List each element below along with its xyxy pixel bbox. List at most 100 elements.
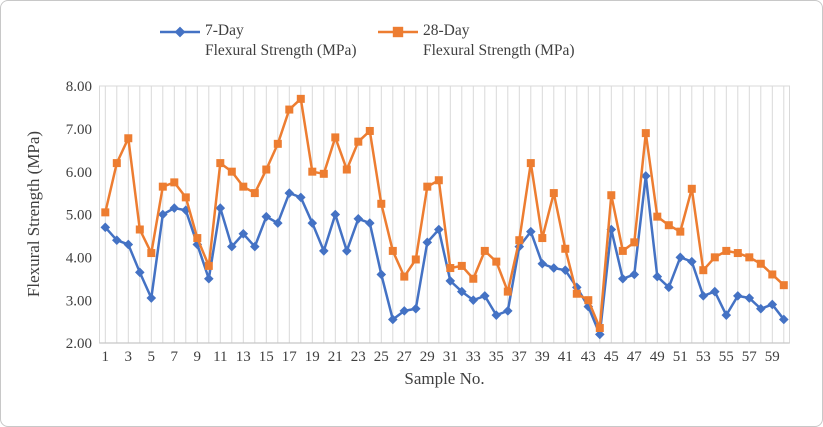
x-tick-label: 11 xyxy=(213,349,227,365)
data-point-square xyxy=(526,159,535,168)
data-point-diamond xyxy=(261,211,272,222)
y-tick-label: 2.00 xyxy=(66,336,92,352)
y-tick-label: 6.00 xyxy=(66,165,92,181)
y-tick-labels: 2.00 3.00 4.00 5.00 6.00 7.00 8.00 xyxy=(66,79,92,352)
data-point-diamond xyxy=(146,293,157,303)
data-point-diamond xyxy=(100,222,111,233)
data-point-square xyxy=(285,105,294,114)
data-point-square xyxy=(595,324,604,333)
data-point-diamond xyxy=(595,329,605,340)
data-point-square xyxy=(641,129,650,138)
data-point-diamond xyxy=(434,224,444,235)
data-point-square xyxy=(538,234,547,243)
x-tick-label: 7 xyxy=(171,349,179,365)
data-point-square xyxy=(308,167,317,176)
x-tick-label: 27 xyxy=(397,349,413,365)
data-point-square xyxy=(779,281,788,290)
data-point-square xyxy=(515,236,524,245)
data-point-square xyxy=(733,249,742,258)
legend-sublabel: Flexural Strength (MPa) xyxy=(205,42,357,59)
data-point-square xyxy=(331,133,340,142)
data-point-diamond xyxy=(342,246,352,256)
data-point-diamond xyxy=(629,269,640,280)
x-tick-label: 15 xyxy=(259,349,274,365)
data-point-square xyxy=(653,212,662,221)
x-axis-title: Sample No. xyxy=(404,369,485,388)
data-point-diamond xyxy=(549,263,559,273)
data-point-square xyxy=(388,246,397,255)
data-point-diamond xyxy=(526,226,536,237)
x-tick-label: 31 xyxy=(443,349,458,365)
legend-item-7day: 7-Day Flexural Strength (MPa) xyxy=(159,21,357,61)
x-tick-label: 43 xyxy=(581,349,596,365)
x-tick-label: 53 xyxy=(696,349,711,365)
y-tick-label: 4.00 xyxy=(66,251,92,267)
data-point-square xyxy=(676,227,685,236)
data-point-diamond xyxy=(457,286,467,297)
data-point-diamond xyxy=(307,218,318,228)
data-point-square xyxy=(756,259,765,268)
data-point-diamond xyxy=(227,241,237,252)
data-point-square xyxy=(124,134,133,143)
data-point-diamond xyxy=(112,235,122,245)
data-point-square xyxy=(204,261,213,270)
x-tick-label: 45 xyxy=(604,349,619,365)
data-point-square xyxy=(227,167,236,176)
data-point-diamond xyxy=(399,306,410,316)
legend-text-7day: 7-Day Flexural Strength (MPa) xyxy=(205,21,357,61)
data-point-square xyxy=(181,193,190,202)
data-point-square xyxy=(434,176,443,185)
y-tick-label: 3.00 xyxy=(66,293,92,309)
data-point-diamond xyxy=(204,273,214,284)
x-tick-label: 55 xyxy=(719,349,734,365)
legend-text-28day: 28-Day Flexural Strength (MPa) xyxy=(423,21,575,61)
data-point-diamond xyxy=(480,291,490,301)
data-point-square xyxy=(170,178,179,187)
data-point-diamond xyxy=(123,239,134,250)
data-point-diamond xyxy=(181,205,191,216)
data-point-square xyxy=(135,225,144,234)
data-point-square xyxy=(722,246,731,255)
data-point-square xyxy=(457,261,466,270)
x-tick-label: 51 xyxy=(673,349,688,365)
data-point-diamond xyxy=(238,228,249,239)
data-point-diamond xyxy=(652,271,663,282)
data-point-square xyxy=(296,94,305,103)
data-point-square xyxy=(469,274,478,283)
x-tick-label: 47 xyxy=(627,349,643,365)
x-tick-label: 25 xyxy=(374,349,389,365)
y-tick-label: 8.00 xyxy=(66,79,92,95)
x-tick-label: 49 xyxy=(650,349,665,365)
data-point-square xyxy=(584,296,593,305)
data-point-square xyxy=(239,182,248,191)
data-point-square xyxy=(342,165,351,174)
data-point-diamond xyxy=(388,314,398,325)
x-tick-label: 29 xyxy=(420,349,435,365)
data-point-diamond xyxy=(273,218,283,228)
data-point-square xyxy=(572,289,581,298)
data-point-square xyxy=(158,182,167,191)
legend-label: 28-Day xyxy=(423,22,470,39)
data-point-diamond xyxy=(284,188,295,198)
data-point-square xyxy=(480,246,489,255)
data-point-square xyxy=(273,139,282,148)
series-28-day xyxy=(101,94,788,333)
x-tick-label: 5 xyxy=(148,349,156,365)
x-tick-label: 59 xyxy=(765,349,780,365)
data-point-diamond xyxy=(169,203,180,213)
data-point-square xyxy=(492,257,501,266)
x-tick-labels: 1 3 5 7 9 11 13 15 17 19 21 23 25 27 29 31 33 35 37 39 41 43 4… xyxy=(102,349,780,365)
data-point-square xyxy=(365,126,374,135)
data-point-diamond xyxy=(296,192,306,203)
data-point-diamond xyxy=(411,303,421,314)
data-point-diamond xyxy=(618,273,628,284)
y-tick-label: 7.00 xyxy=(66,122,92,138)
legend-sublabel: Flexural Strength (MPa) xyxy=(423,42,575,59)
data-point-diamond xyxy=(721,310,732,320)
data-point-diamond xyxy=(664,282,674,293)
x-tick-label: 21 xyxy=(328,349,343,365)
line-diamond-marker-icon xyxy=(160,26,200,38)
x-tick-label: 1 xyxy=(102,349,110,365)
data-point-diamond xyxy=(250,241,260,252)
